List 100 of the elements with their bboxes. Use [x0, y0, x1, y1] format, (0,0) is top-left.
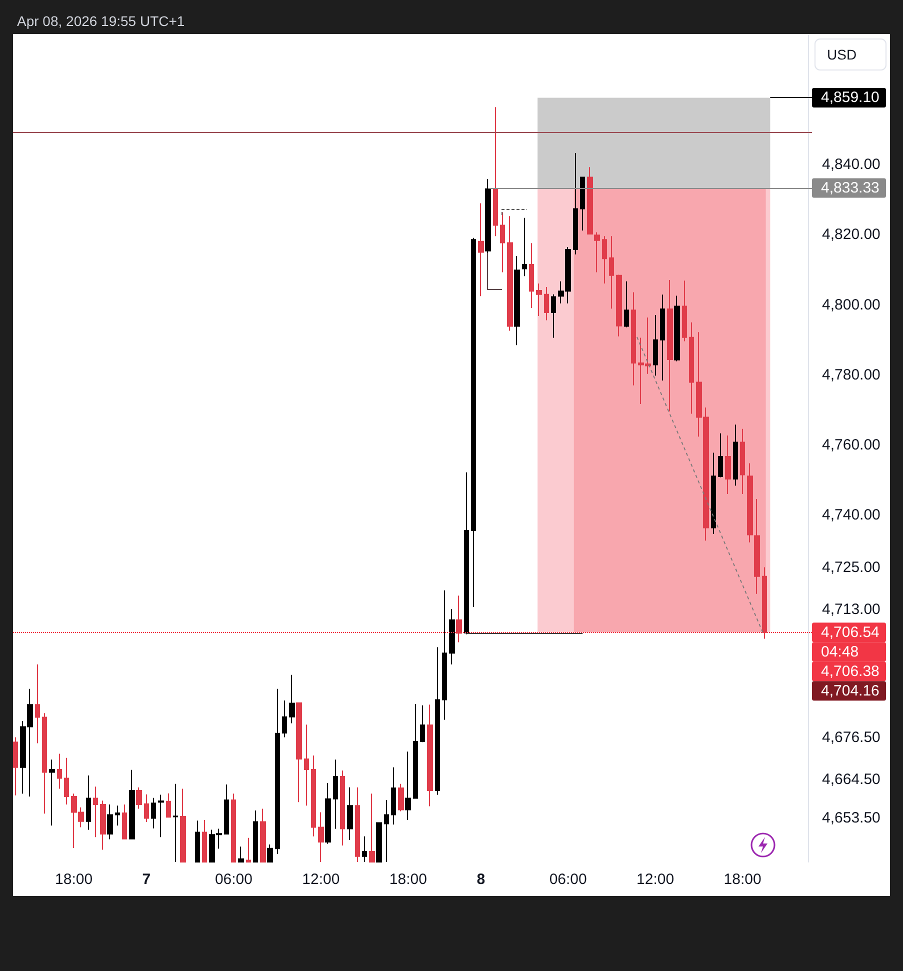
candlestick [325, 782, 331, 844]
candlestick [420, 704, 425, 743]
chart-title: Apr 08, 2026 19:55 UTC+1 [17, 13, 185, 29]
candlestick [86, 774, 91, 830]
candlestick [427, 704, 433, 807]
candlestick [478, 202, 484, 297]
candlestick [13, 736, 18, 796]
candlestick [762, 566, 767, 640]
y-tick-label: 4,664.50 [822, 771, 880, 788]
candlestick [129, 769, 135, 840]
candlestick [173, 783, 178, 862]
candlestick [311, 754, 316, 837]
candlestick [275, 688, 280, 854]
y-tick-label: 4,676.50 [822, 729, 880, 746]
ref-line-label: 4,833.33 [821, 180, 880, 197]
candlestick [754, 498, 760, 594]
candlestick [740, 428, 745, 495]
ref-line-label: 4,706.54 [821, 624, 880, 641]
candlestick [296, 702, 302, 803]
candlestick [151, 797, 156, 829]
candlestick [391, 766, 396, 826]
candlestick [580, 176, 585, 232]
candlestick [464, 472, 469, 635]
y-tick-label: 4,740.00 [822, 506, 880, 524]
x-tick-label: 12:00 [302, 871, 340, 888]
candlestick [49, 759, 55, 826]
candlestick [442, 590, 447, 720]
candlestick [514, 256, 520, 346]
candlestick [573, 152, 578, 255]
candlestick [115, 805, 120, 826]
candlestick [100, 800, 106, 850]
candlestick [435, 646, 440, 796]
x-tick-label: 06:00 [549, 871, 587, 888]
candlestick [449, 608, 455, 665]
candlestick [594, 232, 600, 273]
candlestick [202, 819, 207, 862]
candlestick [369, 793, 375, 862]
x-tick-label: 7 [142, 871, 151, 888]
candlestick [224, 784, 229, 834]
candlestick [544, 286, 549, 321]
candlestick [289, 674, 295, 724]
y-tick-label: 4,780.00 [822, 366, 880, 384]
candlestick [667, 279, 673, 412]
candlestick [711, 452, 716, 535]
candlestick [674, 295, 680, 362]
candlestick [725, 435, 731, 495]
candlestick [35, 664, 40, 744]
y-tick-label: 4,725.00 [822, 559, 880, 576]
x-tick-label: 18:00 [389, 871, 427, 888]
candlestick [57, 753, 62, 790]
x-tick-label: 18:00 [55, 871, 93, 888]
candlestick [747, 462, 753, 543]
x-tick-label: 12:00 [636, 871, 674, 888]
candlestick [536, 282, 542, 317]
candlestick [398, 783, 404, 812]
candlestick [166, 792, 171, 818]
candlestick [362, 836, 367, 862]
candlestick [195, 820, 200, 862]
candlestick [653, 314, 658, 376]
x-tick-label: 8 [476, 871, 486, 888]
candlestick [609, 236, 614, 310]
x-tick-label: 06:00 [214, 871, 252, 888]
candlestick [246, 837, 251, 862]
candlestick [304, 724, 309, 806]
candlestick [340, 770, 345, 846]
text: 4,706.38 [821, 662, 880, 680]
candlestick [660, 294, 665, 382]
candlestick [122, 804, 127, 840]
candlestick [333, 759, 338, 830]
candlestick [493, 106, 498, 237]
candlestick [93, 786, 98, 838]
text: 4,704.16 [821, 682, 880, 700]
candlestick [405, 751, 411, 820]
candlestick [42, 712, 47, 814]
candlestick [347, 786, 353, 840]
candlestick [682, 280, 687, 342]
y-tick-label: 4,820.00 [822, 226, 880, 244]
candlestick [602, 236, 607, 284]
candlestick [355, 786, 360, 862]
y-tick-label: 4,713.00 [822, 601, 880, 618]
candlestick [689, 322, 694, 414]
candlestick [64, 757, 69, 806]
candlestick [253, 810, 258, 862]
candlestick [144, 794, 149, 823]
y-tick-label: 4,840.00 [822, 156, 880, 174]
candlestick [158, 794, 164, 838]
candlestick [282, 700, 287, 738]
candlestick [624, 280, 629, 328]
candlestick [318, 812, 324, 862]
candlestick [587, 166, 593, 235]
y-tick-label: 4,760.00 [822, 436, 880, 454]
candlestick [180, 788, 186, 862]
y-tick-label: 4,653.50 [822, 810, 880, 827]
candlestick [384, 799, 389, 862]
candlestick [733, 424, 738, 486]
candlestick [500, 212, 505, 273]
y-axis-title: USD [827, 46, 857, 62]
candlestick [260, 808, 266, 862]
candlestick [718, 432, 723, 478]
text: 04:48 [821, 643, 859, 660]
